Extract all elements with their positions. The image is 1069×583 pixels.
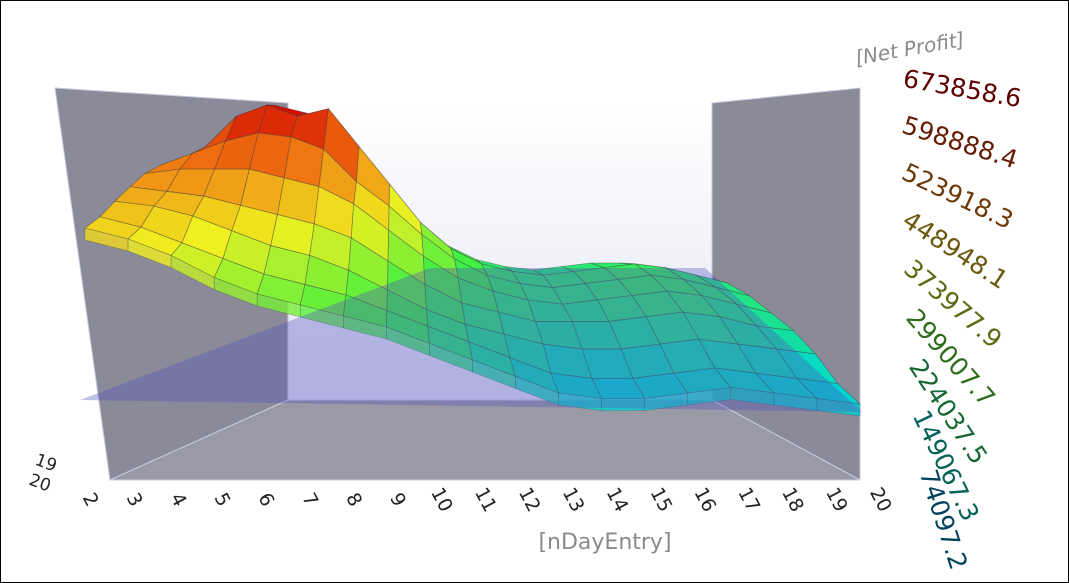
surface-edge [816,398,861,417]
base-plane [80,268,862,412]
surface [84,104,862,417]
x-axis-title: [nDayEntry] [538,530,671,555]
